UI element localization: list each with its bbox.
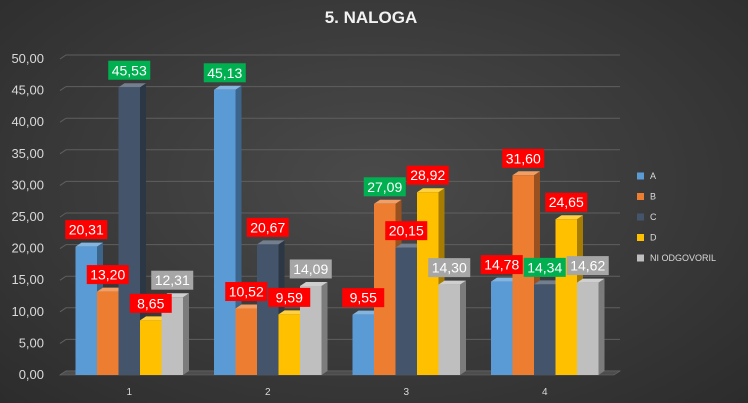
svg-text:14,30: 14,30 xyxy=(432,260,467,276)
svg-text:31,60: 31,60 xyxy=(506,150,541,166)
svg-text:8,65: 8,65 xyxy=(137,295,164,311)
svg-text:28,92: 28,92 xyxy=(410,167,445,183)
y-tick-label: 10,00 xyxy=(11,304,44,319)
bar-a xyxy=(214,85,242,376)
chart-title: 5. NALOGA xyxy=(325,8,418,27)
gridline xyxy=(59,86,620,92)
data-label: 10,52 xyxy=(225,282,268,302)
data-labels: 20,31 13,20 45,53 8,65 12,31 45,13 10,52 20,67 9… xyxy=(65,60,609,313)
svg-text:C: C xyxy=(650,212,657,222)
y-tick-label: 30,00 xyxy=(11,177,44,192)
data-label: 9,59 xyxy=(268,287,311,307)
svg-text:NI ODGOVORIL: NI ODGOVORIL xyxy=(650,253,716,263)
svg-text:24,65: 24,65 xyxy=(549,194,584,210)
y-tick-label: 15,00 xyxy=(11,272,44,287)
gridline xyxy=(59,117,620,123)
gridlines xyxy=(59,54,620,376)
data-label: 12,31 xyxy=(151,270,194,290)
x-tick-label: 4 xyxy=(542,387,548,398)
legend-item: C xyxy=(637,212,657,222)
y-tick-label: 40,00 xyxy=(11,114,44,129)
svg-text:20,31: 20,31 xyxy=(69,222,104,238)
y-tick-label: 20,00 xyxy=(11,241,44,256)
data-label: 20,15 xyxy=(385,221,428,241)
bar-ni-odgovoril xyxy=(577,278,605,375)
svg-text:45,53: 45,53 xyxy=(112,62,147,78)
data-label: 24,65 xyxy=(545,192,588,212)
data-label: 31,60 xyxy=(502,148,545,168)
bar-ni-odgovoril xyxy=(300,281,328,375)
x-tick-label: 1 xyxy=(126,387,132,398)
data-label: 14,34 xyxy=(523,257,566,277)
svg-text:27,09: 27,09 xyxy=(367,179,402,195)
bar-ni-odgovoril xyxy=(438,280,466,375)
y-tick-label: 50,00 xyxy=(11,51,44,66)
svg-text:20,67: 20,67 xyxy=(250,219,285,235)
svg-text:12,31: 12,31 xyxy=(155,272,190,288)
y-axis: 0,00 5,00 10,00 15,00 20,00 25,00 30,00 35,00 40… xyxy=(11,51,44,382)
y-tick-label: 45,00 xyxy=(11,83,44,98)
svg-text:14,34: 14,34 xyxy=(527,259,562,275)
data-label: 45,53 xyxy=(108,60,151,80)
legend-item: D xyxy=(637,233,657,243)
data-label: 8,65 xyxy=(129,293,172,313)
data-label: 14,78 xyxy=(480,255,523,275)
y-tick-label: 35,00 xyxy=(11,146,44,161)
legend-item: A xyxy=(637,171,656,181)
y-tick-label: 5,00 xyxy=(19,335,44,350)
data-label: 27,09 xyxy=(363,177,406,197)
data-label: 20,31 xyxy=(65,220,108,240)
data-label: 14,30 xyxy=(428,258,471,278)
y-tick-label: 25,00 xyxy=(11,209,44,224)
svg-text:9,59: 9,59 xyxy=(276,289,303,305)
data-label: 28,92 xyxy=(406,165,449,185)
svg-text:14,09: 14,09 xyxy=(293,261,328,277)
data-label: 14,09 xyxy=(289,259,332,279)
svg-text:A: A xyxy=(650,171,656,181)
x-tick-label: 2 xyxy=(265,387,271,398)
gridline xyxy=(59,54,620,60)
data-label: 14,62 xyxy=(566,256,609,276)
legend-item: NI ODGOVORIL xyxy=(637,253,716,263)
data-label: 9,55 xyxy=(342,288,385,308)
y-tick-label: 0,00 xyxy=(19,367,44,382)
legend-item: B xyxy=(637,192,656,202)
svg-text:9,55: 9,55 xyxy=(350,290,377,306)
svg-text:20,15: 20,15 xyxy=(389,223,424,239)
gridline xyxy=(59,149,620,155)
legend: A BC D NI ODGOVORIL xyxy=(637,171,716,263)
data-label: 45,13 xyxy=(203,63,246,83)
svg-text:D: D xyxy=(650,233,657,243)
data-label: 13,20 xyxy=(86,265,129,285)
x-tick-label: 3 xyxy=(403,387,409,398)
svg-text:10,52: 10,52 xyxy=(229,284,264,300)
bars xyxy=(75,83,605,376)
x-axis: 1 2 3 4 xyxy=(126,387,548,398)
svg-text:B: B xyxy=(650,192,656,202)
svg-text:13,20: 13,20 xyxy=(90,267,125,283)
svg-text:14,78: 14,78 xyxy=(484,257,519,273)
svg-text:14,62: 14,62 xyxy=(570,258,605,274)
svg-text:45,13: 45,13 xyxy=(207,65,242,81)
data-label: 20,67 xyxy=(246,217,289,237)
